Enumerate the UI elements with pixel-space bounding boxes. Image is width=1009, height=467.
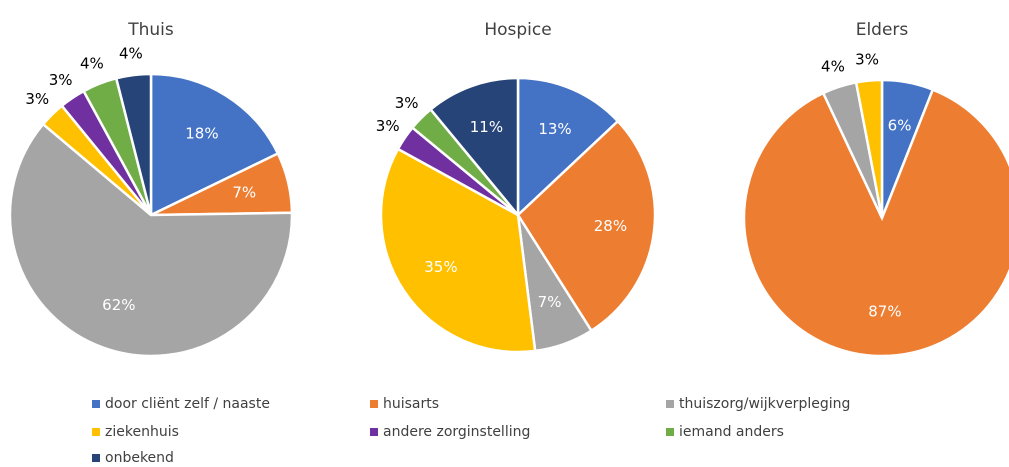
legend-label: onbekend [105, 450, 174, 466]
data-label: 3% [376, 117, 400, 135]
legend-swatch [370, 400, 378, 408]
pie-slice [149, 72, 280, 217]
pie-slice [379, 147, 537, 354]
data-label: 11% [470, 118, 503, 136]
data-label: 3% [395, 94, 419, 112]
data-label: 87% [868, 302, 901, 320]
data-label: 28% [594, 217, 627, 235]
pie-slice [854, 78, 884, 219]
data-label: 4% [821, 58, 845, 76]
data-label: 35% [424, 258, 457, 276]
data-label: 4% [119, 45, 143, 63]
legend-label: thuiszorg/wijkverpleging [679, 396, 850, 412]
legend-label: ziekenhuis [105, 424, 179, 440]
chart-title: Hospice [484, 20, 551, 40]
pie-slice [516, 119, 657, 333]
legend-swatch [370, 428, 378, 436]
legend-swatch [666, 400, 674, 408]
data-label: 18% [185, 124, 218, 142]
data-label: 62% [102, 296, 135, 314]
legend-swatch [92, 454, 100, 462]
data-label: 4% [80, 55, 104, 73]
legend-label: door cliënt zelf / naaste [105, 396, 270, 412]
data-label: 6% [888, 116, 912, 134]
data-label: 7% [538, 293, 562, 311]
legend-swatch [92, 400, 100, 408]
pie-slice [428, 76, 520, 219]
legend-label: iemand anders [679, 424, 784, 440]
data-label: 3% [49, 71, 73, 89]
legend-label: andere zorginstelling [383, 424, 530, 440]
data-label: 3% [855, 51, 879, 69]
pie-slice [742, 88, 1009, 358]
pie-slice [516, 76, 620, 218]
chart-title: Elders [856, 20, 909, 40]
pie-slice [8, 122, 294, 358]
pie-slice [114, 72, 153, 216]
legend-swatch [92, 428, 100, 436]
data-label: 13% [538, 120, 571, 138]
legend-swatch [666, 428, 674, 436]
data-label: 7% [232, 183, 256, 201]
chart-title: Thuis [127, 20, 174, 40]
data-label: 3% [25, 90, 49, 108]
legend-label: huisarts [383, 396, 439, 412]
